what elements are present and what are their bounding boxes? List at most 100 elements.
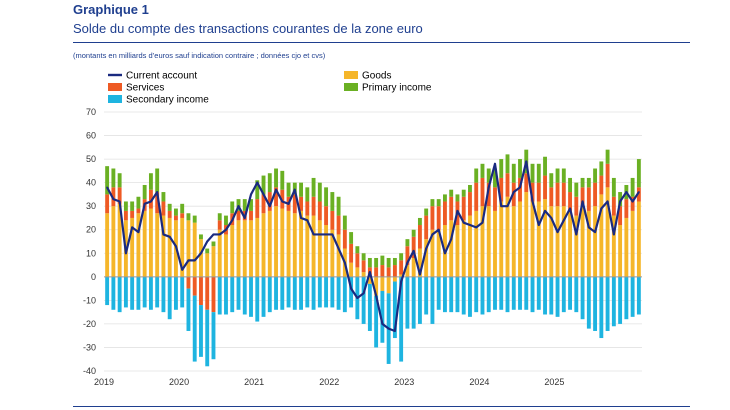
bar-secondary-income (580, 276, 585, 320)
bar-secondary-income (505, 276, 510, 313)
bar-primary-income (117, 173, 122, 188)
bar-services (342, 229, 347, 249)
bar-goods (317, 220, 322, 277)
bar-services (599, 175, 604, 195)
bar-services (136, 208, 141, 214)
current-account-point (225, 228, 227, 231)
bar-services (123, 210, 128, 221)
current-account-point (594, 231, 596, 233)
bar-secondary-income (411, 276, 416, 329)
bar-primary-income (618, 192, 623, 207)
bar-goods (155, 213, 160, 277)
bar-services (267, 192, 272, 211)
bar-secondary-income (242, 276, 247, 315)
bar-primary-income (424, 208, 429, 216)
bar-primary-income (380, 255, 385, 266)
bar-goods (536, 201, 541, 277)
units-note: (montants en milliards d’euros sauf indi… (73, 51, 326, 60)
bar-services (624, 199, 629, 218)
bar-services (486, 182, 491, 207)
current-account-point (356, 297, 359, 299)
current-account-point (562, 219, 565, 222)
y-tick-label: 10 (86, 248, 96, 258)
bar-services (249, 210, 253, 221)
bar-primary-income (474, 168, 479, 183)
bar-primary-income (443, 194, 447, 202)
bar-primary-income (392, 257, 397, 266)
y-tick-label: 20 (86, 225, 96, 235)
bar-secondary-income (349, 276, 354, 308)
bar-goods (236, 220, 241, 277)
current-account-point (631, 200, 634, 203)
bar-primary-income (324, 187, 329, 207)
bar-goods (449, 220, 454, 277)
x-axis: 2019 2020 2021 2022 2023 2024 2025 (94, 377, 564, 387)
bar-goods (261, 213, 266, 277)
bar-goods (105, 213, 110, 277)
bar-secondary-income (311, 276, 316, 310)
top-rule (73, 42, 690, 43)
bar-primary-income (555, 168, 560, 183)
bar-secondary-income (299, 276, 303, 310)
bar-primary-income (267, 173, 272, 193)
bar-services (468, 192, 472, 216)
bar-primary-income (136, 196, 141, 209)
bar-secondary-income (493, 276, 497, 310)
y-tick-label: -20 (83, 319, 96, 329)
bar-secondary-income (536, 276, 541, 310)
bar-goods (392, 276, 397, 282)
bar-secondary-income (174, 276, 178, 310)
current-account-point (193, 259, 196, 262)
current-account-point (243, 217, 246, 219)
bar-primary-income (317, 182, 322, 202)
y-tick-label: -30 (83, 342, 96, 352)
bar-services (111, 187, 116, 207)
bar-goods (280, 208, 285, 277)
bar-services (549, 187, 554, 207)
current-account-point (387, 327, 390, 330)
bar-services (311, 196, 316, 216)
bar-primary-income (586, 177, 591, 188)
bar-goods (568, 210, 572, 277)
bar-secondary-income (148, 276, 153, 310)
current-account-point (394, 330, 396, 332)
bar-services (411, 236, 416, 258)
bar-secondary-income (455, 276, 460, 313)
bar-primary-income (568, 177, 572, 193)
current-account-point (275, 188, 277, 191)
bar-primary-income (636, 159, 641, 188)
bar-primary-income (211, 241, 216, 247)
current-account-point (506, 205, 509, 208)
bar-primary-income (374, 257, 379, 268)
current-account-point (312, 233, 315, 236)
legend-swatch (108, 83, 122, 91)
legend-label: Goods (362, 71, 391, 82)
current-account-point (137, 231, 140, 233)
current-account-point (212, 233, 215, 236)
bar-primary-income (336, 196, 341, 216)
current-account-point (544, 209, 546, 212)
bar-primary-income (217, 213, 222, 221)
bar-services (461, 196, 466, 221)
bar-goods (480, 206, 485, 277)
bar-secondary-income (105, 276, 110, 306)
current-account-point (125, 252, 127, 255)
y-tick-label: -10 (83, 295, 96, 305)
bar-services (148, 189, 153, 209)
bar-services (449, 196, 454, 221)
bar-secondary-income (593, 276, 598, 331)
bar-services (355, 253, 360, 268)
bar-primary-income (611, 177, 616, 197)
current-account-point (175, 245, 177, 248)
bar-secondary-income (443, 276, 447, 313)
y-tick-label: 30 (86, 201, 96, 211)
bar-secondary-income (249, 276, 253, 317)
bar-primary-income (486, 168, 491, 183)
bar-primary-income (224, 215, 228, 226)
bar-services (192, 276, 197, 296)
current-account-point (469, 224, 471, 226)
bar-services (424, 215, 429, 240)
current-account-point (419, 273, 421, 276)
bar-secondary-income (123, 276, 128, 308)
